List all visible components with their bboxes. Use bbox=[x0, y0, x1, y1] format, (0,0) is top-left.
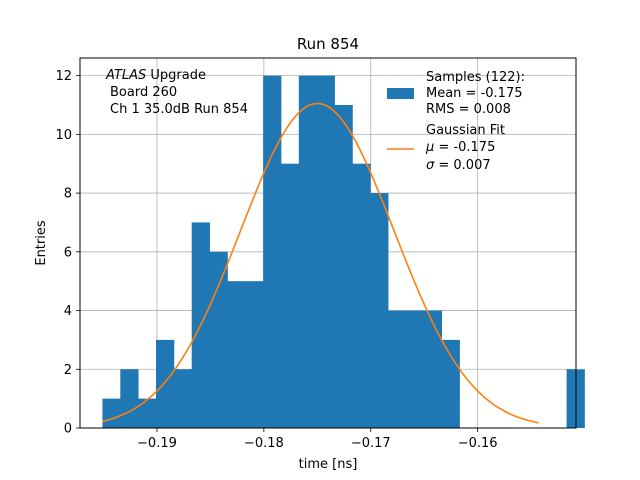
chart-title: Run 854 bbox=[297, 35, 359, 53]
histogram-bar-0 bbox=[102, 398, 121, 428]
histogram-bar-14 bbox=[352, 163, 371, 428]
gaussian-fit-curve bbox=[102, 102, 539, 424]
legend-fit-sigma: σ = 0.007 bbox=[426, 158, 491, 173]
legend-fit-line-1: Gaussian Fit bbox=[426, 123, 505, 138]
histogram-bar-19 bbox=[441, 339, 460, 428]
histogram-bar-7 bbox=[227, 281, 246, 428]
sigma-value: = 0.007 bbox=[434, 158, 490, 173]
x-tick-label-0: −0.19 bbox=[137, 436, 177, 451]
x-axis-title: time [ns] bbox=[299, 457, 358, 472]
x-tick-label-3: −0.16 bbox=[458, 436, 498, 451]
annotation-line-1: ATLAS Upgrade bbox=[105, 68, 206, 83]
x-axis-ticks: −0.19 −0.18 −0.17 −0.16 bbox=[137, 428, 498, 451]
y-tick-label-5: 10 bbox=[55, 128, 72, 143]
y-tick-label-3: 6 bbox=[64, 245, 72, 260]
y-axis-title: Entries bbox=[34, 220, 49, 266]
histogram-bar-11 bbox=[298, 75, 318, 428]
histogram-bar-3 bbox=[156, 339, 175, 428]
histogram-bar-9 bbox=[263, 75, 282, 428]
mu-value: = -0.175 bbox=[434, 140, 495, 155]
histogram-bar-1 bbox=[120, 369, 139, 428]
annotation-line-2: Board 260 bbox=[110, 85, 177, 100]
histogram-bar-17 bbox=[405, 310, 425, 428]
mu-symbol: μ bbox=[425, 140, 434, 155]
histogram-bar-2 bbox=[138, 398, 157, 428]
y-tick-label-6: 12 bbox=[55, 69, 72, 84]
upgrade-label: Upgrade bbox=[146, 68, 206, 83]
y-tick-label-4: 8 bbox=[64, 187, 72, 202]
histogram-bar-15 bbox=[370, 193, 389, 428]
histogram-bars bbox=[102, 75, 585, 428]
plot-frame bbox=[79, 57, 577, 429]
legend-fit-mu: μ = -0.175 bbox=[425, 140, 495, 155]
histogram-bar-13 bbox=[334, 104, 353, 428]
annotation-box: ATLAS Upgrade Board 260 Ch 1 35.0dB Run … bbox=[105, 68, 248, 117]
x-tick-label-2: −0.17 bbox=[351, 436, 391, 451]
histogram-bar-10 bbox=[280, 163, 300, 428]
histogram-bar-16 bbox=[388, 310, 407, 428]
x-tick-label-1: −0.18 bbox=[244, 436, 284, 451]
histogram-bar-6 bbox=[209, 251, 228, 428]
y-axis-ticks: 0 2 4 6 8 10 12 bbox=[55, 69, 80, 437]
y-tick-label-2: 4 bbox=[64, 304, 72, 319]
legend-samples-line-2: Mean = -0.175 bbox=[426, 86, 522, 101]
y-tick-label-1: 2 bbox=[64, 363, 72, 378]
histogram-bar-4 bbox=[173, 369, 193, 428]
sigma-symbol: σ bbox=[426, 158, 435, 173]
y-tick-label-0: 0 bbox=[64, 422, 72, 437]
legend-samples-swatch bbox=[387, 88, 414, 99]
histogram-bar-12 bbox=[316, 75, 335, 428]
annotation-line-3: Ch 1 35.0dB Run 854 bbox=[110, 102, 248, 117]
histogram-bar-8 bbox=[245, 281, 264, 428]
legend-samples-line-3: RMS = 0.008 bbox=[426, 102, 511, 117]
legend: Samples (122): Mean = -0.175 RMS = 0.008… bbox=[387, 70, 525, 173]
histogram-bar-18 bbox=[423, 310, 443, 428]
atlas-label: ATLAS bbox=[105, 68, 146, 83]
legend-samples-line-1: Samples (122): bbox=[426, 70, 525, 85]
